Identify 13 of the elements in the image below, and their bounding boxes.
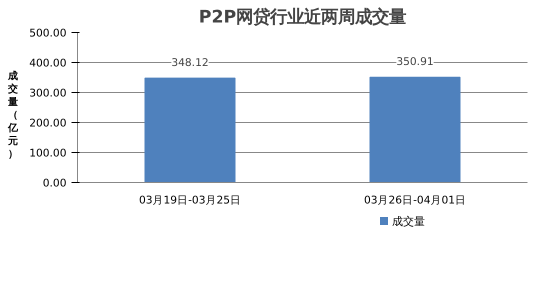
y-tick-label: 200.00 xyxy=(29,116,67,130)
y-tick-label: 300.00 xyxy=(29,86,67,100)
data-label: 350.91 xyxy=(396,55,434,68)
y-tick-label: 400.00 xyxy=(29,56,67,70)
y-tick-label: 0.00 xyxy=(42,176,67,190)
x-tick-label: 03月26日-04月01日 xyxy=(364,194,466,206)
x-tick-label: 03月19日-03月25日 xyxy=(138,194,242,206)
chart-title: P2P网贷行业近两周成交量 xyxy=(198,8,406,28)
y-axis-title: 成交量（亿元） xyxy=(8,70,18,161)
y-tick-label: 100.00 xyxy=(29,146,67,160)
y-tick-label: 500.00 xyxy=(29,26,67,40)
legend-label: 成交量 xyxy=(392,215,425,228)
data-label: 348.12 xyxy=(171,56,209,70)
